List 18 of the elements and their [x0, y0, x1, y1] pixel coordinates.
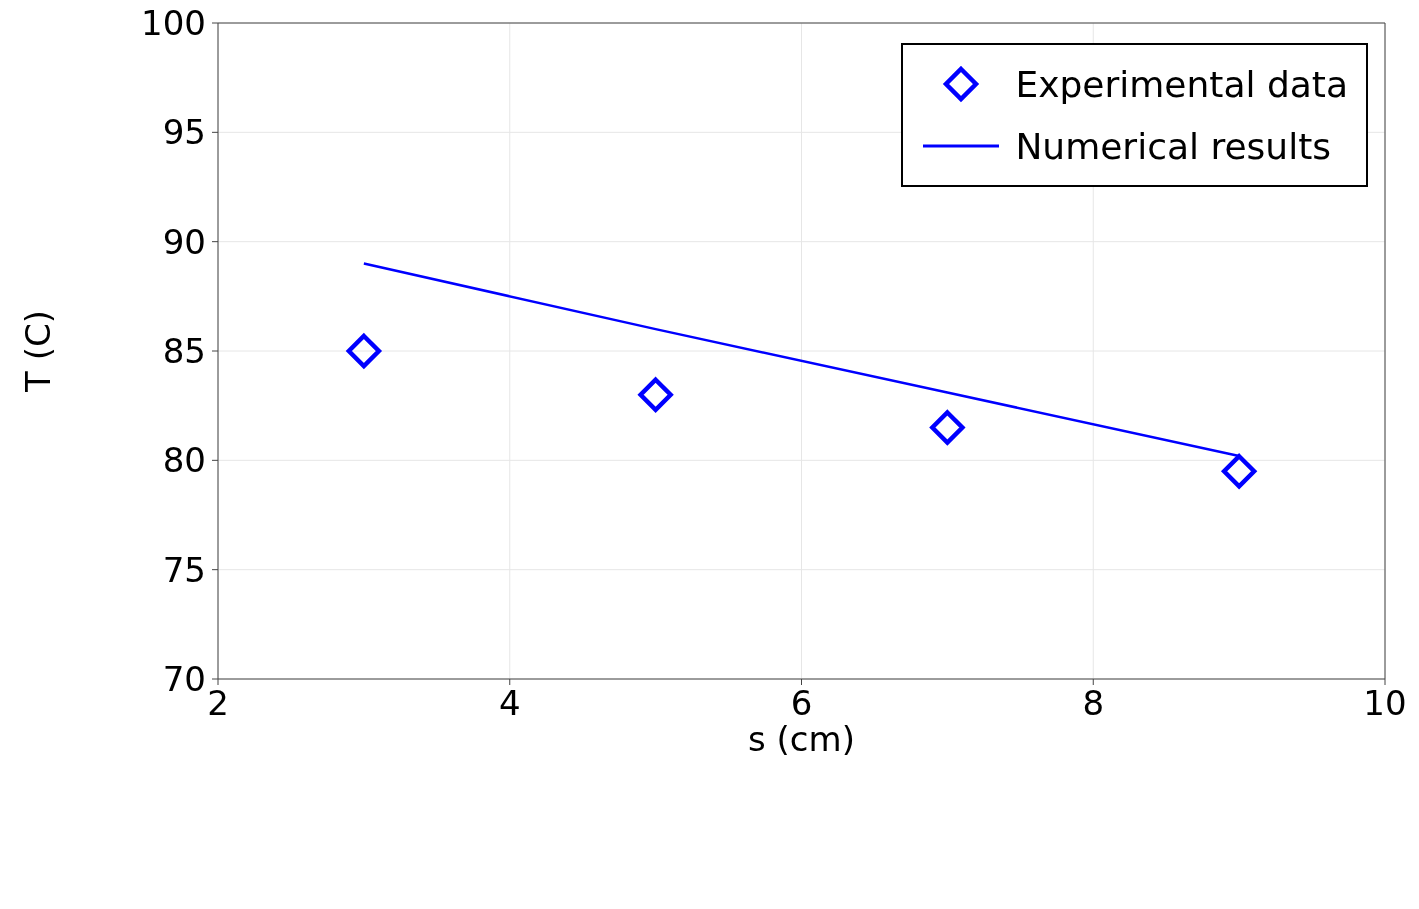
point — [930, 410, 965, 445]
y-tick-label: 70 — [162, 659, 206, 700]
y-tick-label: 80 — [162, 440, 206, 481]
point — [638, 377, 673, 412]
x-tick-label: 8 — [1082, 683, 1105, 724]
point — [346, 333, 382, 369]
y-axis-title: T (C) — [18, 310, 59, 393]
x-tick-label: 4 — [498, 683, 521, 724]
y-tick-label: 75 — [162, 549, 206, 590]
y-tick-label: 85 — [162, 331, 206, 372]
y-tick-label: 100 — [141, 3, 206, 44]
point — [1221, 454, 1257, 489]
legend-label: Numerical results — [1015, 125, 1332, 167]
legend-label: Experimental data — [1015, 63, 1348, 105]
x-tick-label: 2 — [207, 683, 229, 724]
x-tick-label: 10 — [1363, 683, 1407, 724]
y-tick-label: 95 — [162, 112, 206, 153]
y-tick-label: 90 — [162, 221, 206, 262]
